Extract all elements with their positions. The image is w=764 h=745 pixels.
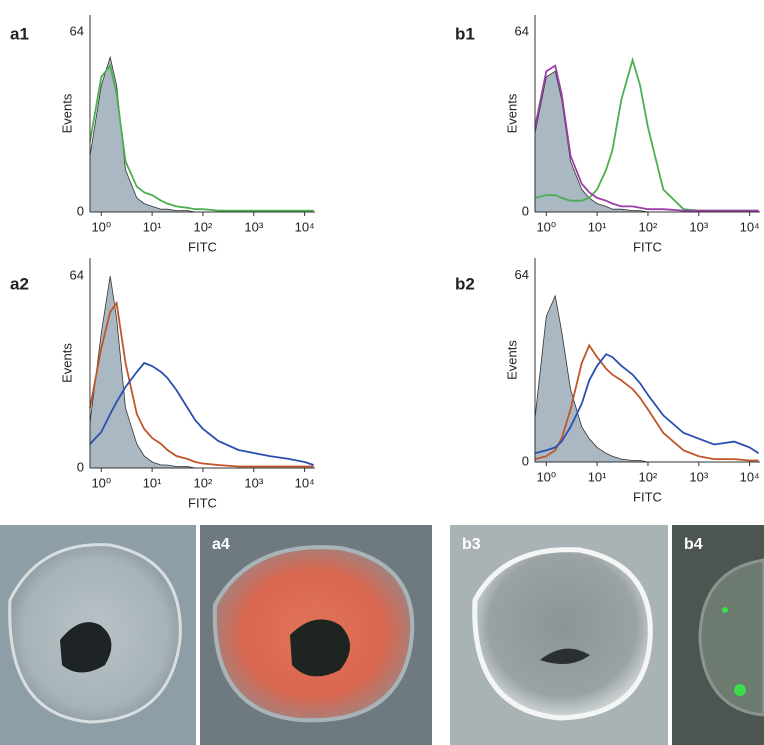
- x-tick-label: 10³: [689, 469, 708, 484]
- y-axis-label: Events: [59, 93, 74, 133]
- x-tick-label: 10¹: [588, 469, 607, 484]
- nucleus: [60, 622, 112, 673]
- x-tick-label: 10⁰: [91, 219, 111, 234]
- cell: [698, 558, 764, 717]
- x-axis-label: FITC: [188, 495, 217, 510]
- x-tick-label: 10⁰: [536, 469, 556, 484]
- y-tick-label: 0: [77, 459, 84, 474]
- image-label: b4: [684, 536, 703, 553]
- x-tick-label: 10⁰: [91, 475, 111, 490]
- control-area: [89, 55, 314, 213]
- histogram-line: [89, 63, 314, 212]
- x-tick-label: 10¹: [143, 475, 162, 490]
- panel-label: a2: [10, 274, 29, 293]
- x-tick-label: 10⁴: [740, 219, 760, 234]
- x-tick-label: 10¹: [588, 219, 607, 234]
- histogram-line: [534, 64, 759, 212]
- histogram: a2 Events FITC 0 64 10⁰ 10¹ 10² 10³ 10⁴: [10, 258, 315, 510]
- panel-label: b1: [455, 24, 475, 43]
- x-tick-label: 10⁴: [295, 219, 315, 234]
- x-tick-label: 10⁴: [295, 475, 315, 490]
- y-tick-label: 0: [77, 203, 84, 218]
- microscopy-images: a4 b3 b4: [0, 525, 764, 745]
- image-label: b3: [462, 536, 481, 553]
- y-tick-label: 0: [522, 453, 529, 468]
- y-axis-label: Events: [504, 340, 519, 380]
- x-tick-label: 10³: [689, 219, 708, 234]
- nucleus: [290, 619, 350, 677]
- histogram: a1 Events FITC 0 64 10⁰ 10¹ 10² 10³ 10⁴: [10, 15, 315, 254]
- control-area: [534, 294, 759, 463]
- image-label: a4: [212, 536, 230, 553]
- x-tick-label: 10²: [194, 219, 213, 234]
- y-tick-label: 64: [70, 23, 84, 38]
- nucleus: [540, 648, 590, 664]
- x-tick-label: 10¹: [143, 219, 162, 234]
- histogram-line: [534, 343, 759, 462]
- y-axis-label: Events: [59, 343, 74, 383]
- x-tick-label: 10³: [244, 219, 263, 234]
- histogram: b2 Events FITC 0 64 10⁰ 10¹ 10² 10³ 10⁴: [455, 258, 760, 504]
- x-tick-label: 10³: [244, 475, 263, 490]
- y-tick-label: 64: [515, 267, 529, 282]
- histogram: b1 Events FITC 0 64 10⁰ 10¹ 10² 10³ 10⁴: [455, 15, 760, 254]
- x-tick-label: 10²: [639, 469, 658, 484]
- x-tick-label: 10²: [194, 475, 213, 490]
- x-tick-label: 10⁰: [536, 219, 556, 234]
- y-tick-label: 64: [70, 267, 84, 282]
- control-area: [89, 275, 314, 469]
- y-tick-label: 0: [522, 203, 529, 218]
- x-axis-label: FITC: [633, 489, 662, 504]
- x-axis-label: FITC: [188, 239, 217, 254]
- x-axis-label: FITC: [633, 239, 662, 254]
- histogram-line: [89, 300, 314, 468]
- panel-label: b2: [455, 274, 475, 293]
- x-tick-label: 10⁴: [740, 469, 760, 484]
- fluorescence-spot: [734, 684, 746, 696]
- histogram-line: [534, 353, 760, 455]
- cell: [472, 547, 653, 721]
- panel-label: a1: [10, 24, 29, 43]
- fluorescence-spot: [722, 607, 728, 613]
- y-axis-label: Events: [504, 93, 519, 133]
- histogram-line: [89, 361, 314, 466]
- x-tick-label: 10²: [639, 219, 658, 234]
- y-tick-label: 64: [515, 23, 529, 38]
